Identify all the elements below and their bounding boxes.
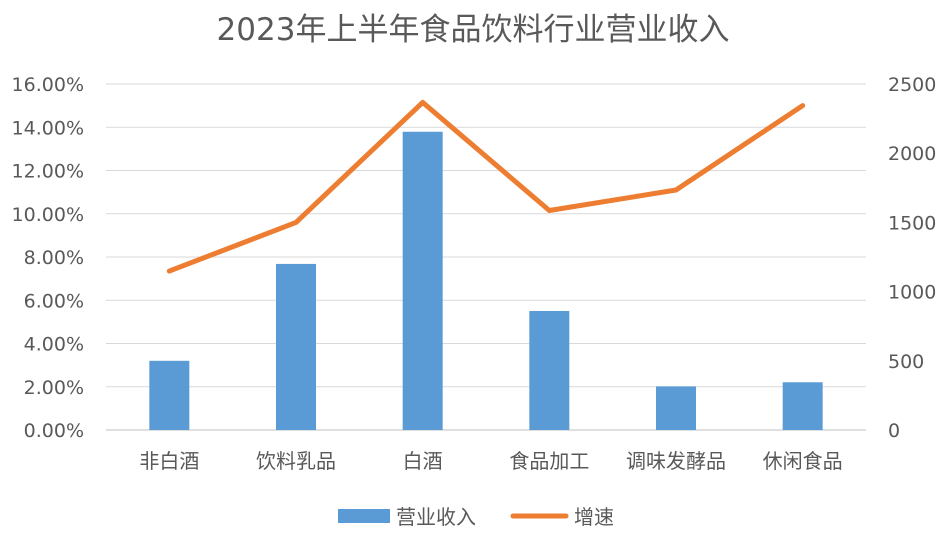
right-axis-tick-label: 0 [888,420,900,442]
left-axis-tick-label: 6.00% [24,290,84,312]
bar-5 [656,386,696,430]
category-label: 饮料乳品 [256,449,336,473]
left-axis-tick-label: 10.00% [12,204,84,226]
left-axis-tick-label: 4.00% [24,334,84,356]
bar-6 [782,382,823,430]
left-axis-tick-label: 2.00% [24,377,84,399]
right-axis-tick-label: 1000 [888,282,936,304]
category-label: 调味发酵品 [626,449,726,473]
right-axis-tick-label: 1500 [888,212,936,234]
category-label: 白酒 [403,449,443,473]
legend-label-growth: 增速 [574,505,614,529]
category-label: 食品加工 [509,449,589,473]
left-axis-tick-label: 12.00% [12,161,84,183]
right-axis-tick-label: 2500 [888,74,936,96]
bar-4 [529,310,570,430]
bar-1 [149,360,190,430]
right-axis-tick-label: 500 [888,351,924,373]
bar-2 [276,263,316,430]
bar-3 [402,131,443,431]
chart-title: 2023年上半年食品饮料行业营业收入 [216,12,730,48]
growth-line [166,99,806,274]
category-label: 休闲食品 [763,449,843,473]
right-axis-tick-label: 2000 [888,143,936,165]
legend-label-revenue: 营业收入 [396,505,476,529]
legend-bar-swatch [338,509,390,523]
left-axis-tick-label: 0.00% [24,420,84,442]
left-axis-tick-label: 16.00% [12,74,84,96]
category-label: 非白酒 [139,449,199,473]
left-axis-tick-label: 14.00% [12,117,84,139]
left-axis-tick-label: 8.00% [24,247,84,269]
